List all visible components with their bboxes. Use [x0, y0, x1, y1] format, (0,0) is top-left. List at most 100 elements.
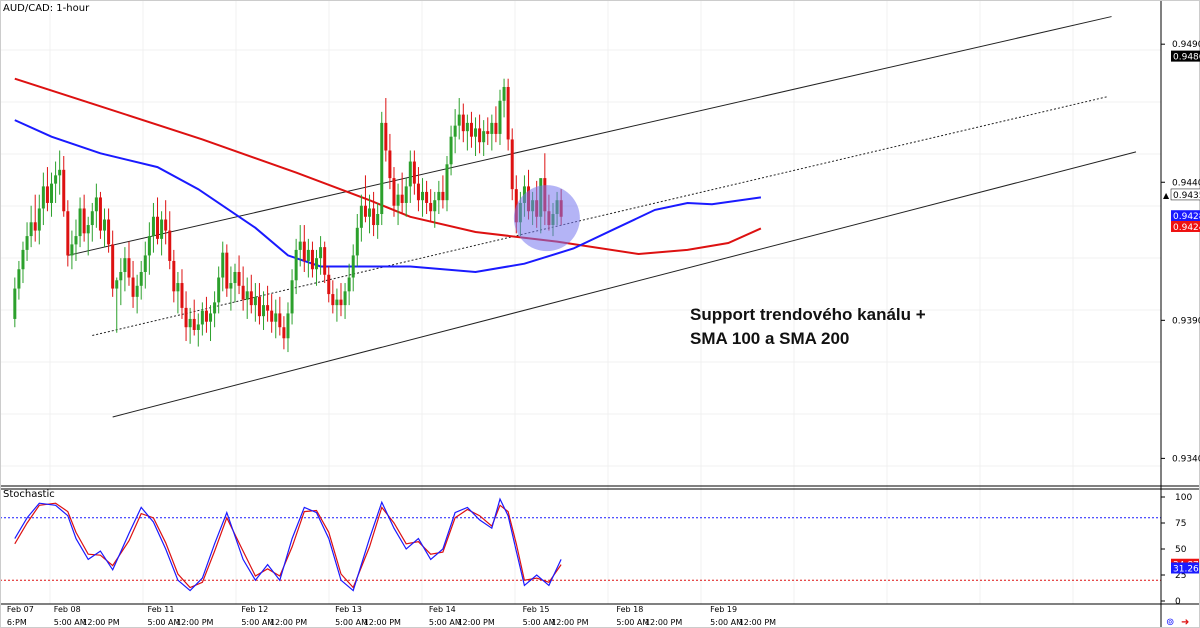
candle-body [461, 114, 465, 132]
candle-body [408, 161, 412, 187]
time-label: 12:00 PM [364, 618, 401, 627]
candle [474, 117, 478, 157]
chart-title: AUD/CAD: 1-hour [3, 3, 90, 14]
candle [339, 283, 343, 317]
time-label: 12:00 PM [82, 618, 119, 627]
candle [416, 167, 420, 212]
candle [274, 299, 278, 339]
candle [343, 283, 347, 319]
candle [103, 208, 107, 248]
candle [302, 225, 306, 272]
candle-body [115, 280, 119, 289]
candle [310, 241, 314, 278]
channel-line-2 [92, 96, 1108, 336]
date-label: Feb 18 [616, 605, 643, 614]
candle-body [315, 258, 319, 270]
candle [506, 78, 510, 151]
candle [498, 89, 502, 145]
candle [278, 296, 282, 336]
candle-body [143, 255, 147, 272]
time-label: 5:00 AM [429, 618, 462, 627]
stochastic-d-line [14, 502, 562, 589]
candle [368, 194, 372, 234]
candle-body [465, 122, 469, 132]
candle [143, 241, 147, 289]
candle-body [200, 310, 204, 325]
stochastic-title: Stochastic [3, 489, 55, 500]
candle [372, 191, 376, 237]
candle-body [319, 247, 323, 259]
candle [29, 205, 33, 248]
candle [412, 150, 416, 195]
candle-body [372, 208, 376, 226]
candle-body [78, 208, 82, 237]
date-label: Feb 13 [335, 605, 362, 614]
candle-body [29, 222, 33, 237]
price-value-label: 0.94282 [1171, 210, 1200, 222]
candle-body [416, 183, 420, 201]
price-value-text: 0.94282 [1173, 212, 1200, 222]
candle-body [429, 202, 433, 212]
candle-body [54, 175, 58, 184]
candle-body [306, 249, 310, 261]
candle-body [286, 313, 290, 339]
candle [41, 172, 45, 226]
candle-body [98, 197, 102, 231]
candle-body [486, 131, 490, 134]
axis-labels: 0.949050.944050.939050.934050.94860▲0.94… [7, 40, 1200, 628]
candle [510, 128, 514, 201]
candle [225, 244, 229, 297]
candle [445, 156, 449, 212]
candle [45, 167, 49, 212]
stochastic-tick-label: 75 [1175, 519, 1186, 529]
candle-body [135, 285, 139, 297]
candle [54, 161, 58, 203]
candle [151, 202, 155, 253]
candle [323, 241, 327, 284]
stochastic-tick-label: 50 [1175, 545, 1187, 555]
candle-body [506, 86, 510, 140]
candle-body [192, 318, 196, 330]
candle-body [41, 186, 45, 209]
candle [433, 191, 437, 228]
price-value-text: 0.94359 [1173, 191, 1200, 201]
time-label: 12:00 PM [457, 618, 494, 627]
candle-body [363, 205, 367, 217]
candle [160, 211, 164, 256]
candle-body [233, 271, 237, 284]
candle-body [478, 128, 482, 143]
stochastic-tick-label: 0 [1175, 597, 1181, 607]
candle [494, 106, 498, 143]
candle-body [425, 191, 429, 203]
candle-body [331, 294, 335, 306]
date-label: Feb 14 [429, 605, 456, 614]
candle [429, 189, 433, 223]
series-sma-100 [14, 119, 762, 274]
candle-body [302, 241, 306, 261]
candle-body [457, 114, 461, 126]
candle [164, 200, 168, 245]
time-label: PM [15, 618, 27, 627]
stochastic-k-line [14, 497, 562, 592]
candle [270, 294, 274, 333]
candle [490, 114, 494, 151]
candle-body [490, 122, 494, 134]
candle-body [355, 227, 359, 256]
annotation-line-2: SMA 100 a SMA 200 [690, 329, 850, 348]
candle-body [290, 280, 294, 314]
candle-body [86, 225, 90, 234]
candle [286, 302, 290, 353]
candle [298, 225, 302, 267]
candle [290, 269, 294, 325]
candle [282, 316, 286, 350]
candle [347, 263, 351, 306]
candle [327, 266, 331, 303]
candle-body [245, 291, 249, 300]
candle-body [469, 122, 473, 137]
candle-body [266, 305, 270, 311]
candle-body [25, 236, 29, 250]
candle-body [359, 205, 363, 228]
candle-body [111, 244, 115, 289]
candle [306, 238, 310, 278]
